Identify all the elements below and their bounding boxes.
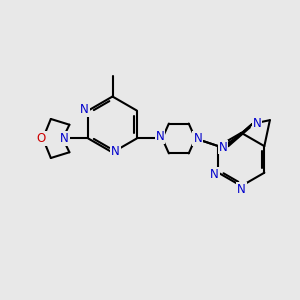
- Text: N: N: [194, 132, 202, 145]
- Text: N: N: [111, 146, 120, 158]
- Text: N: N: [155, 130, 164, 142]
- Text: N: N: [210, 168, 219, 181]
- Text: N: N: [237, 183, 246, 196]
- Text: N: N: [253, 117, 261, 130]
- Text: N: N: [60, 132, 69, 145]
- Text: N: N: [219, 140, 227, 154]
- Text: N: N: [80, 103, 89, 116]
- Text: O: O: [37, 132, 46, 145]
